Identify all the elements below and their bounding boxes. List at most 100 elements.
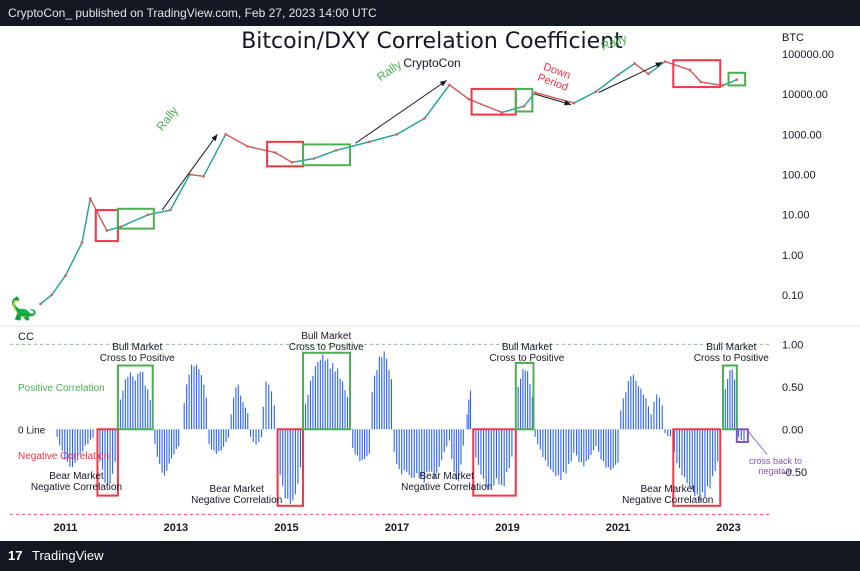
price-point <box>39 302 42 306</box>
price-point <box>64 274 67 278</box>
price-point <box>500 111 504 114</box>
price-highlight-box <box>514 87 534 113</box>
price-tick-label: 10000.00 <box>782 89 828 101</box>
price-point <box>290 161 294 164</box>
price-tick-label: 1000.00 <box>782 129 822 141</box>
price-segment <box>449 84 470 100</box>
price-segment <box>51 275 66 296</box>
price-point <box>663 60 667 63</box>
cc-highlight-box <box>735 428 749 444</box>
price-segment <box>148 209 171 216</box>
arrow-head <box>439 80 447 87</box>
tradingview-footer: 17 TradingView <box>0 541 860 571</box>
price-segment <box>501 105 525 114</box>
arrow-head <box>655 62 663 68</box>
cc-highlight-box <box>722 364 738 431</box>
zero-line-label: 0 Line <box>18 425 46 436</box>
trend-arrow <box>355 79 447 144</box>
brand-label[interactable]: TradingView <box>32 548 104 563</box>
trend-arrow <box>598 61 663 93</box>
dinosaur-logo-icon: 🦕 <box>10 296 37 321</box>
cc-tick-label: -0.50 <box>782 467 807 479</box>
price-segment <box>534 91 574 104</box>
cc-highlight-box <box>276 428 305 507</box>
price-point <box>467 97 471 101</box>
arrow-head <box>564 100 572 106</box>
cc-highlight-box <box>302 351 351 431</box>
price-highlight-box <box>266 140 305 168</box>
positive-correlation-label: Positive Correlation <box>18 383 105 394</box>
cross-back-annotation: cross back to negative <box>749 456 802 476</box>
publish-header: CryptoCon_ published on TradingView.com,… <box>0 0 860 26</box>
price-segment <box>573 91 597 104</box>
price-segment <box>617 62 635 76</box>
price-point <box>105 229 109 232</box>
bear-market-annotation: Bear Market Negative Correlation <box>191 484 282 506</box>
price-point <box>224 133 227 136</box>
price-point <box>88 197 92 200</box>
bull-market-annotation: Bull Market Cross to Positive <box>289 331 364 353</box>
price-highlight-box <box>302 143 351 167</box>
price-tick-label: 100000.00 <box>782 49 834 61</box>
price-point <box>368 140 371 144</box>
price-point <box>633 62 636 65</box>
price-point <box>533 91 537 94</box>
bear-market-annotation: Bear Market Negative Correlation <box>622 484 713 506</box>
price-point <box>334 149 338 152</box>
price-point <box>395 133 399 136</box>
tradingview-logo-icon[interactable]: 17 <box>8 548 23 563</box>
chart-subtitle: CryptoCon <box>403 56 460 70</box>
publish-line: CryptoCon_ published on TradingView.com,… <box>8 6 377 20</box>
chart-svg: Bitcoin/DXY Correlation Coefficient Crypt… <box>0 29 860 534</box>
price-point <box>721 84 725 87</box>
cc-tick-label: 0.50 <box>782 382 803 394</box>
price-point <box>274 151 277 154</box>
price-point <box>80 241 84 245</box>
price-point <box>202 175 205 178</box>
cc-highlight-box <box>672 428 722 507</box>
price-segment <box>595 74 619 93</box>
price-segment <box>120 214 149 228</box>
bull-market-annotation: Bull Market Cross to Positive <box>694 342 769 364</box>
price-point <box>50 293 53 297</box>
x-tick-label: 2017 <box>385 522 409 534</box>
rally-annotation: Rally <box>374 57 404 84</box>
price-point <box>312 157 316 160</box>
trend-arrow <box>161 134 218 211</box>
x-tick-label: 2019 <box>495 522 519 534</box>
price-segment <box>275 152 293 163</box>
price-segment <box>468 98 503 114</box>
cc-highlight-box <box>116 364 154 431</box>
price-segment <box>523 92 536 107</box>
price-highlight-box <box>116 207 155 230</box>
price-series-line <box>40 60 738 305</box>
price-segment <box>40 294 52 305</box>
price-point <box>688 68 692 72</box>
price-segment <box>81 198 91 243</box>
price-segment <box>89 198 108 231</box>
price-tick-label: 0.10 <box>782 290 803 302</box>
arrow-head <box>211 134 218 142</box>
price-segment <box>64 242 83 277</box>
price-tick-label: 1.00 <box>782 250 803 262</box>
price-segment <box>689 69 702 83</box>
price-segment <box>369 133 398 143</box>
price-segment <box>424 84 450 119</box>
price-segment <box>247 145 276 154</box>
x-tick-label: 2021 <box>606 522 630 534</box>
bull-market-annotation: Bull Market Cross to Positive <box>100 342 175 364</box>
price-segment <box>664 60 691 71</box>
y-axis-label: BTC <box>782 32 804 44</box>
bear-market-annotation: Bear Market Negative Correlation <box>31 471 122 493</box>
cc-highlight-box <box>96 428 119 497</box>
price-segment <box>189 173 204 177</box>
price-point <box>448 83 451 87</box>
x-tick-label: 2011 <box>53 522 77 534</box>
price-point <box>146 213 150 216</box>
price-segment <box>225 133 249 147</box>
down-period-annotation: DownPeriod <box>536 60 574 93</box>
price-segment <box>396 117 425 135</box>
bull-market-annotation: Bull Market Cross to Positive <box>489 342 564 364</box>
price-highlight-box <box>672 59 722 89</box>
price-segment <box>648 61 666 75</box>
